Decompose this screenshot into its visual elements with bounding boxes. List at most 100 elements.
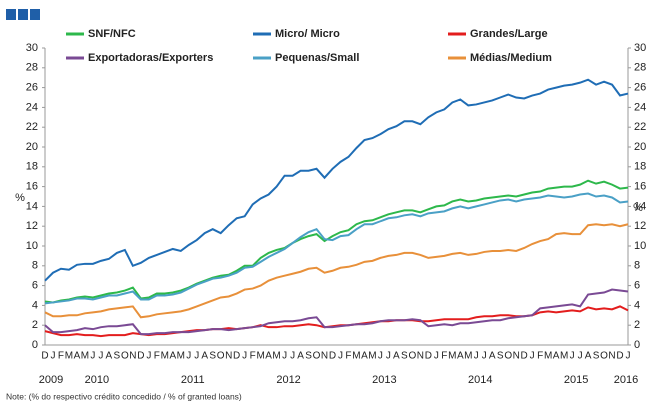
series-line: [44, 305, 629, 338]
x-tick-label: A: [457, 351, 464, 362]
x-tick-label: N: [321, 351, 328, 362]
legend-label: Micro/ Micro: [275, 28, 340, 40]
x-tick-label: F: [537, 351, 543, 362]
logo-square: [30, 9, 40, 20]
x-tick-label: M: [81, 351, 89, 362]
x-tick-label: J: [386, 351, 391, 362]
x-tick-label: J: [194, 351, 199, 362]
x-tick-label: D: [521, 351, 528, 362]
x-tick-label: N: [129, 351, 136, 362]
x-tick-label: D: [425, 351, 432, 362]
year-label: 2011: [181, 374, 205, 386]
series-line: [44, 78, 629, 282]
y2-tick-label: 16: [634, 181, 646, 193]
x-tick-label: A: [553, 351, 560, 362]
series-line: [44, 179, 629, 304]
y2-tick-label: 28: [634, 62, 646, 74]
x-tick-label: J: [290, 351, 295, 362]
x-tick-label: A: [169, 351, 176, 362]
x-tick-label: A: [585, 351, 592, 362]
y2-tick-label: 8: [634, 260, 640, 272]
y2-tick-label: 0: [634, 339, 640, 351]
x-tick-label: A: [106, 351, 113, 362]
legend-label: Médias/Medium: [470, 52, 552, 64]
y-tick-label: 4: [32, 299, 38, 311]
y2-tick-label: 4: [634, 299, 640, 311]
legend-label: Pequenas/Small: [275, 52, 359, 64]
series-line: [44, 192, 629, 305]
year-label: 2012: [276, 374, 300, 386]
x-tick-label: O: [121, 351, 129, 362]
x-tick-label: F: [345, 351, 351, 362]
x-tick-label: D: [41, 351, 48, 362]
x-tick-label: D: [329, 351, 336, 362]
x-tick-label: A: [393, 351, 400, 362]
x-tick-label: O: [408, 351, 416, 362]
x-tick-label: M: [65, 351, 73, 362]
x-tick-label: J: [186, 351, 191, 362]
x-tick-label: O: [600, 351, 608, 362]
x-tick-label: O: [504, 351, 512, 362]
x-tick-label: A: [265, 351, 272, 362]
y-tick-label: 18: [26, 161, 38, 173]
x-tick-label: J: [242, 351, 247, 362]
x-tick-label: M: [177, 351, 185, 362]
y2-axis-label: %: [633, 202, 643, 214]
legend-label: Grandes/Large: [470, 28, 548, 40]
y-tick-label: 8: [32, 260, 38, 272]
y-tick-label: 20: [26, 141, 38, 153]
x-tick-label: M: [464, 351, 472, 362]
legend-label: Exportadoras/Exporters: [88, 52, 213, 64]
x-tick-label: A: [297, 351, 304, 362]
x-tick-label: S: [497, 351, 504, 362]
x-tick-label: N: [417, 351, 424, 362]
y-tick-label: 0: [32, 339, 38, 351]
y2-tick-label: 10: [634, 240, 646, 252]
year-label: 2010: [85, 374, 109, 386]
x-tick-label: J: [474, 351, 479, 362]
x-tick-label: J: [146, 351, 151, 362]
y-tick-label: 16: [26, 181, 38, 193]
x-tick-label: O: [313, 351, 321, 362]
x-tick-label: J: [530, 351, 535, 362]
x-tick-label: N: [608, 351, 615, 362]
x-tick-label: M: [256, 351, 264, 362]
series-line: [44, 223, 629, 319]
y-axis-label: %: [15, 192, 25, 204]
legend-label: SNF/NFC: [88, 28, 136, 40]
y2-tick-label: 20: [634, 141, 646, 153]
x-tick-label: A: [361, 351, 368, 362]
x-tick-label: S: [114, 351, 121, 362]
x-tick-label: F: [441, 351, 447, 362]
x-tick-label: M: [544, 351, 552, 362]
year-label: 2016: [614, 374, 638, 386]
x-tick-label: S: [305, 351, 312, 362]
x-tick-label: J: [98, 351, 103, 362]
y-tick-label: 2: [32, 319, 38, 331]
y2-tick-label: 2: [634, 319, 640, 331]
x-tick-label: J: [90, 351, 95, 362]
year-label: 2009: [39, 374, 63, 386]
x-tick-label: M: [368, 351, 376, 362]
y2-tick-label: 22: [634, 121, 646, 133]
x-tick-label: J: [338, 351, 343, 362]
y2-tick-label: 6: [634, 280, 640, 292]
y-tick-label: 12: [26, 220, 38, 232]
x-tick-label: M: [352, 351, 360, 362]
y2-tick-label: 18: [634, 161, 646, 173]
note: Note: (% do respectivo crédito concedido…: [6, 391, 242, 401]
y-tick-label: 28: [26, 62, 38, 74]
x-tick-label: J: [50, 351, 55, 362]
x-tick-label: D: [233, 351, 240, 362]
y-tick-label: 24: [26, 101, 38, 113]
y2-tick-label: 14: [634, 200, 646, 212]
y2-tick-label: 12: [634, 220, 646, 232]
x-tick-label: J: [434, 351, 439, 362]
x-tick-label: O: [217, 351, 225, 362]
x-tick-label: M: [161, 351, 169, 362]
x-tick-label: J: [378, 351, 383, 362]
y-tick-label: 10: [26, 240, 38, 252]
y-tick-label: 6: [32, 280, 38, 292]
x-tick-label: S: [593, 351, 600, 362]
